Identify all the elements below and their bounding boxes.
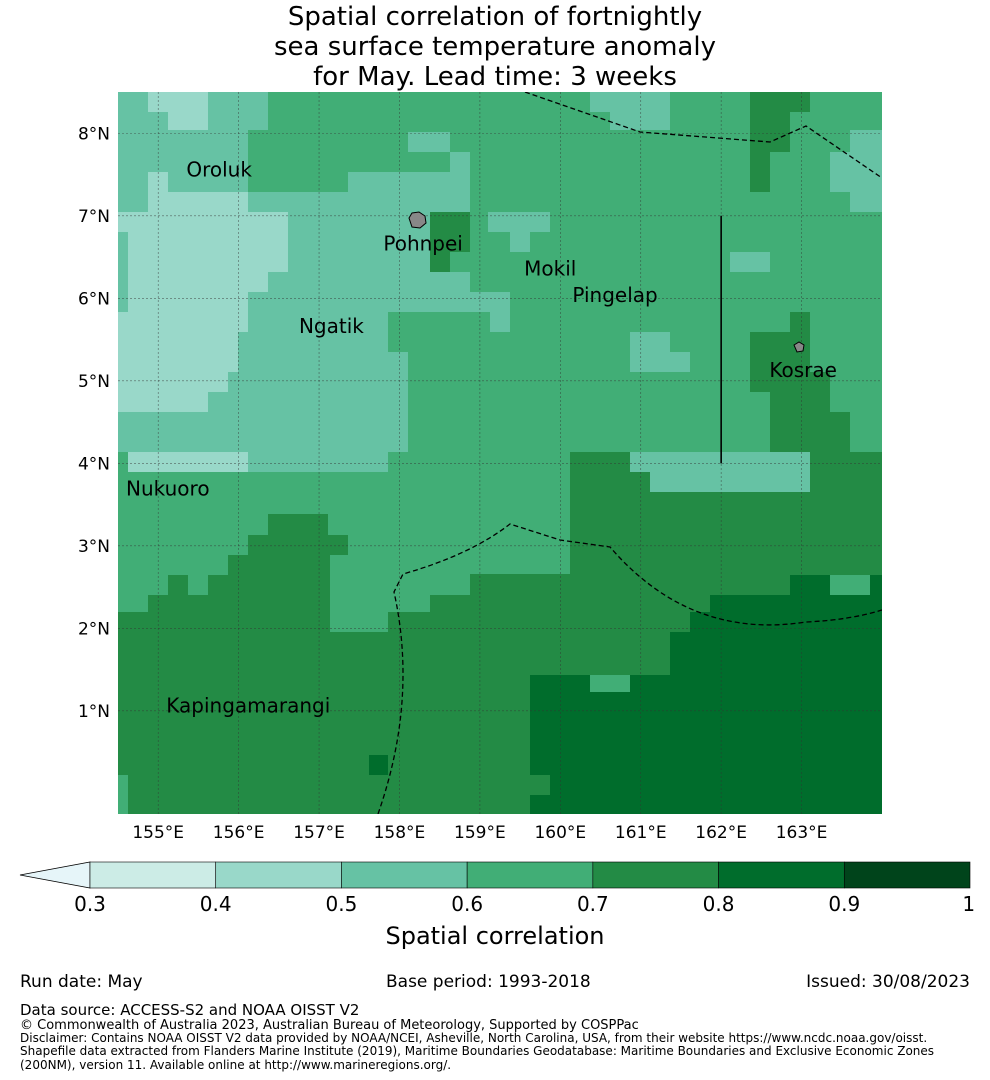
shapefile-credit-2: (200NM), version 11. Available online at… (20, 1058, 452, 1072)
field-sw-edge (118, 775, 128, 814)
lat-tick-label: 6°N (78, 289, 110, 309)
data-source: Data source: ACCESS-S2 and NOAA OISST V2 (20, 1001, 360, 1019)
lon-tick-label: 157°E (293, 823, 345, 843)
field-region-ne (830, 130, 882, 212)
eez-boundary-north (524, 92, 882, 179)
place-label: Nukuoro (126, 477, 210, 501)
field-ne-dark (750, 92, 810, 192)
latitude-labels: 1°N 2°N 3°N 4°N 5°N 6°N 7°N 8°N (78, 124, 110, 722)
field-region-mokil (488, 212, 550, 252)
field-region-kosrae-n (730, 252, 770, 272)
colorbar-tick-label: 0.4 (199, 892, 232, 916)
longitude-labels: 155°E 156°E 157°E 158°E 159°E 160°E 161°E 162°E… (132, 823, 827, 843)
title-line-3: for May. Lead time: 3 weeks (313, 62, 677, 92)
colorbar-segment (718, 861, 845, 889)
colorbar-tick-label: 1 (962, 892, 976, 916)
lat-tick-label: 1°N (78, 702, 110, 722)
field-region-light-3 (128, 452, 248, 472)
field-n-mid (268, 92, 400, 130)
field-region-e (630, 452, 810, 492)
colorbar-segment (341, 861, 468, 889)
copyright: © Commonwealth of Australia 2023, Austra… (20, 1018, 639, 1033)
lat-tick-label: 8°N (78, 124, 110, 144)
place-label: Kosrae (769, 358, 837, 382)
place-labels: Oroluk Pohnpei Mokil Pingelap Ngatik Kosrae Nu… (126, 157, 837, 717)
lon-tick-label: 163°E (776, 823, 828, 843)
colorbar-tick-label: 0.8 (702, 892, 735, 916)
shapefile-credit-1: Shapefile data extracted from Flanders M… (20, 1044, 935, 1058)
field-region-c (330, 452, 388, 472)
field-region-light-1 (148, 92, 208, 130)
colorbar-segment (466, 861, 594, 889)
lon-tick-label: 159°E (454, 823, 506, 843)
field-pohnpei-dark (430, 212, 470, 272)
field-cell (369, 755, 388, 775)
place-label: Oroluk (186, 157, 252, 181)
kosrae-island-icon (793, 341, 805, 353)
eez-boundaries (377, 92, 882, 814)
lat-tick-label: 7°N (78, 207, 110, 227)
lon-tick-label: 156°E (213, 823, 265, 843)
correlation-field (118, 92, 882, 814)
place-label: Ngatik (299, 314, 364, 338)
lat-tick-label: 3°N (78, 537, 110, 557)
title-line-1: Spatial correlation of fortnightly (287, 2, 703, 32)
map-title: Spatial correlation of fortnightly sea s… (0, 2, 990, 92)
colorbar (19, 861, 971, 889)
lat-tick-label: 5°N (78, 372, 110, 392)
field-east-dark (530, 452, 882, 675)
islands (408, 211, 805, 353)
field-region-light-2 (118, 172, 288, 412)
colorbar-tick-label: 0.5 (325, 892, 358, 916)
colorbar-segment (592, 861, 719, 889)
place-label: Kapingamarangi (166, 694, 330, 718)
colorbar-segment (843, 861, 971, 889)
field-region-north (590, 92, 670, 130)
place-label: Pingelap (572, 283, 657, 307)
field-kosrae-dark (750, 312, 850, 452)
lon-tick-label: 160°E (534, 823, 586, 843)
run-date: Run date: May (20, 972, 143, 992)
lon-tick-label: 161°E (615, 823, 667, 843)
eez-boundary-south (377, 523, 882, 814)
colorbar-segment (215, 861, 342, 889)
field-region-w3 (118, 92, 168, 130)
place-label: Pohnpei (383, 232, 463, 256)
gridlines (118, 92, 882, 814)
field-region-w2 (408, 132, 450, 152)
issued-date: Issued: 30/08/2023 (806, 972, 970, 992)
colorbar-extend-arrow (19, 861, 91, 889)
disclaimer: Disclaimer: Contains NOAA OISST V2 data … (20, 1031, 928, 1045)
place-label: Mokil (524, 256, 576, 280)
field-region-pingelap (630, 332, 690, 372)
field-se-darkest (530, 575, 882, 814)
colorbar-tick-label: 0.6 (451, 892, 484, 916)
title-line-2: sea surface temperature anomaly (274, 32, 716, 62)
pohnpei-island-icon (408, 211, 427, 229)
lon-tick-label: 162°E (695, 823, 747, 843)
colorbar-tick-label: 0.7 (576, 892, 609, 916)
lat-tick-label: 4°N (78, 454, 110, 474)
lat-tick-label: 2°N (78, 619, 110, 639)
colorbar-label: Spatial correlation (385, 922, 605, 950)
colorbar-tick-label: 0.9 (828, 892, 861, 916)
lon-tick-label: 155°E (132, 823, 184, 843)
base-period: Base period: 1993-2018 (386, 972, 591, 992)
lon-tick-label: 158°E (374, 823, 426, 843)
colorbar-segment (89, 861, 217, 889)
colorbar-tick-label: 0.3 (74, 892, 106, 916)
